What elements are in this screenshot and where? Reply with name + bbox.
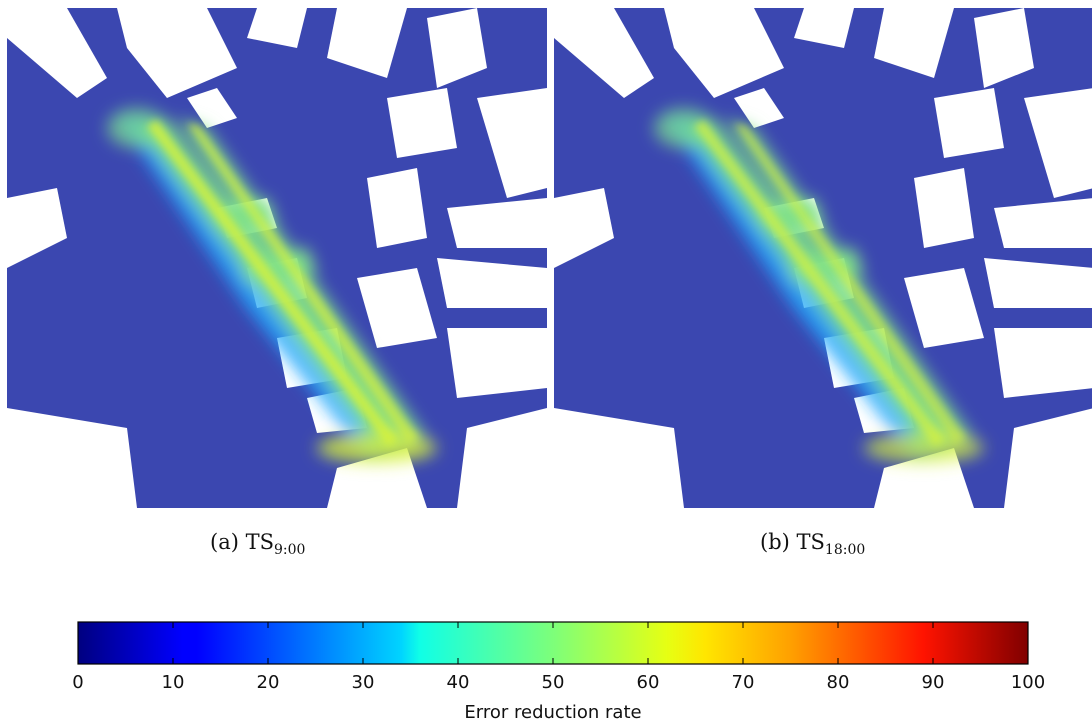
colorbar-ticks: 0 10 20 30 40 50 60 70 80 90 100 [72, 622, 1045, 693]
colorbar-tick-label: 60 [637, 672, 660, 693]
heatmap-panel-a [7, 8, 547, 508]
heatmap-panel-b [554, 8, 1092, 508]
colorbar-label: Error reduction rate [464, 702, 641, 723]
colorbar-tick-label: 100 [1011, 672, 1045, 693]
colorbar-tick-label: 40 [447, 672, 470, 693]
colorbar-tick-label: 10 [162, 672, 185, 693]
buildings [554, 8, 1092, 508]
colorbar-tick-label: 90 [922, 672, 945, 693]
colorbar-tick-label: 0 [72, 672, 83, 693]
buildings [7, 8, 547, 508]
colorbar-tick-label: 80 [827, 672, 850, 693]
caption-a: (a) TS9:00 [210, 530, 306, 559]
road-core [147, 120, 419, 446]
colorbar-tick-label: 30 [352, 672, 375, 693]
colorbar-tick-label: 20 [257, 672, 280, 693]
colorbar-tick-label: 70 [732, 672, 755, 693]
colorbar-tick-label: 50 [542, 672, 565, 693]
caption-b: (b) TS18:00 [760, 530, 866, 559]
road-core [694, 120, 966, 446]
colorbar-gradient [77, 621, 1029, 665]
colorbar: 0 10 20 30 40 50 60 70 80 90 100 Error reduction r… [72, 621, 1045, 723]
